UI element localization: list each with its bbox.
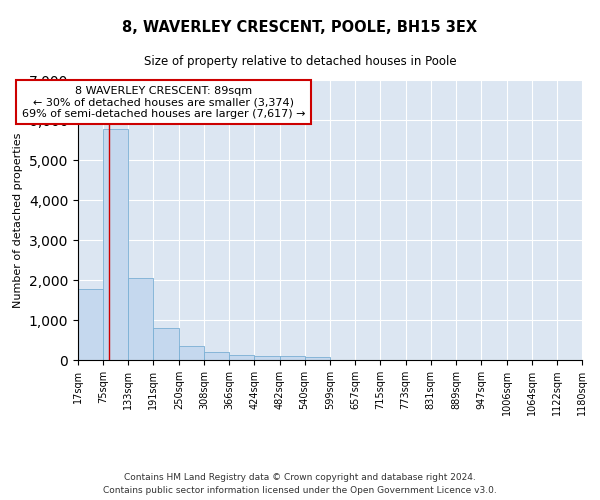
Bar bbox=[254, 356, 280, 360]
Bar bbox=[280, 356, 305, 360]
Bar bbox=[305, 357, 330, 360]
Text: Size of property relative to detached houses in Poole: Size of property relative to detached ho… bbox=[143, 55, 457, 68]
Bar bbox=[154, 328, 179, 360]
Bar bbox=[128, 278, 154, 360]
Bar bbox=[179, 346, 204, 360]
Text: Contains HM Land Registry data © Crown copyright and database right 2024.
Contai: Contains HM Land Registry data © Crown c… bbox=[103, 474, 497, 495]
Bar bbox=[204, 352, 229, 360]
Text: 8, WAVERLEY CRESCENT, POOLE, BH15 3EX: 8, WAVERLEY CRESCENT, POOLE, BH15 3EX bbox=[122, 20, 478, 35]
Text: 8 WAVERLEY CRESCENT: 89sqm
← 30% of detached houses are smaller (3,374)
69% of s: 8 WAVERLEY CRESCENT: 89sqm ← 30% of deta… bbox=[22, 86, 305, 119]
Bar bbox=[78, 289, 103, 360]
Y-axis label: Number of detached properties: Number of detached properties bbox=[13, 132, 23, 308]
Bar bbox=[229, 355, 254, 360]
Bar bbox=[103, 129, 128, 360]
